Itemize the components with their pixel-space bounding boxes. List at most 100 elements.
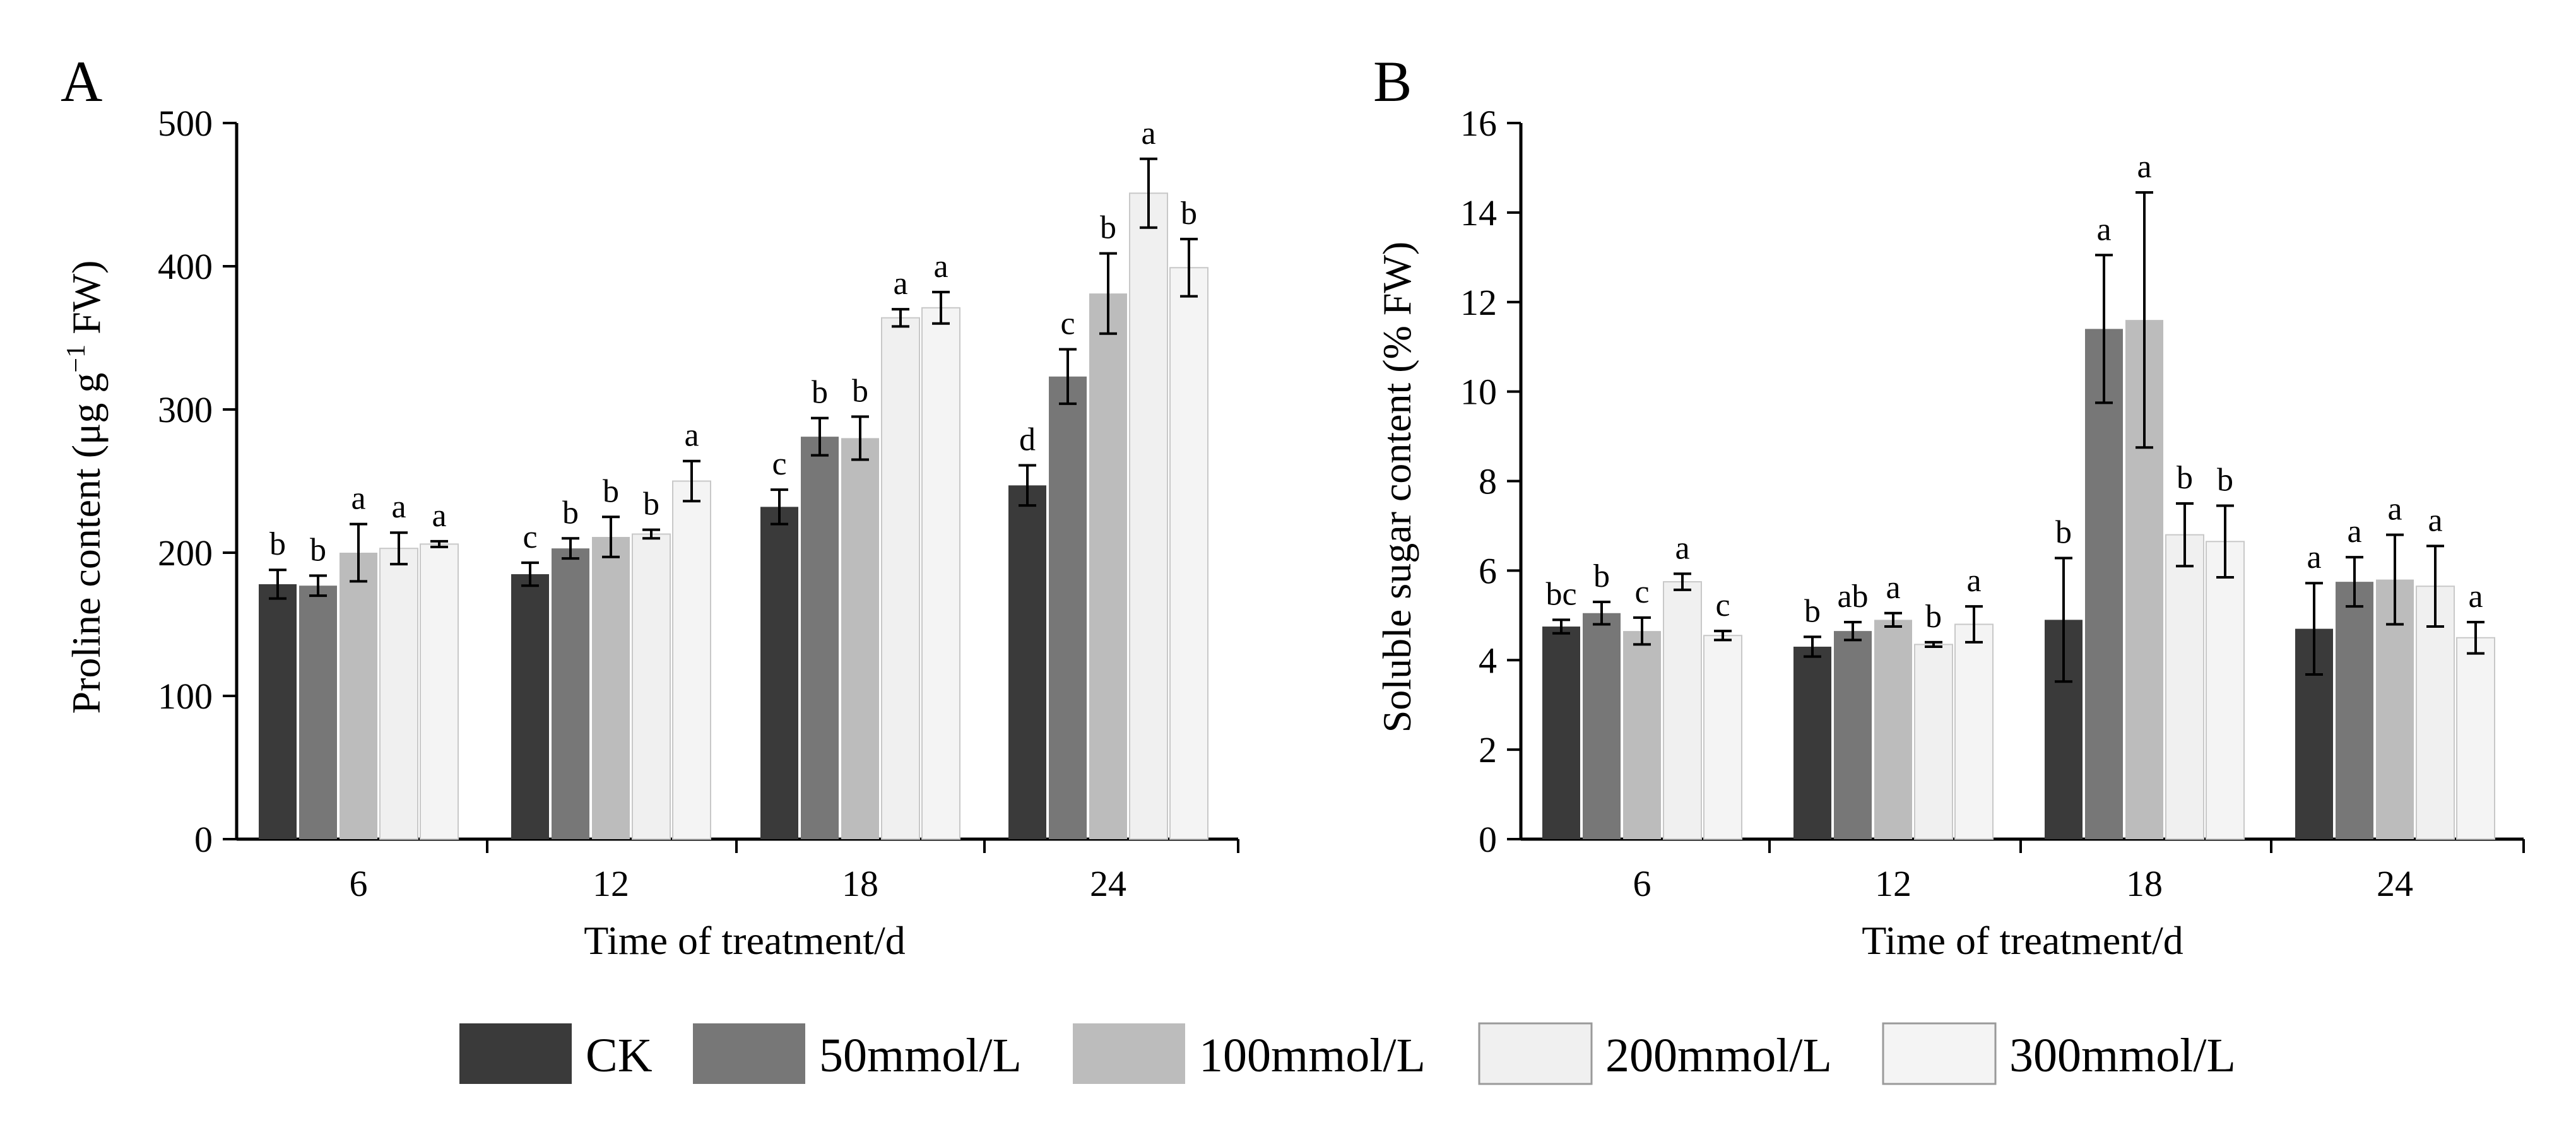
panel-a-bar [259,584,297,839]
panel-a-significance-letter: b [310,532,326,568]
panel-a-bar [1089,293,1127,839]
panel-a-significance-letter: b [812,375,828,411]
panel-b-significance-letter: a [2468,579,2483,615]
panel-b-significance-letter: b [2177,460,2193,496]
panel-b-significance-letter: b [1925,599,1942,635]
panel-a-bar [511,574,549,839]
panel-a-bar [1169,267,1208,840]
panel-b-significance-letter: a [2137,149,2151,185]
panel-a-significance-letter: a [933,249,948,285]
panel-a-significance-letter: b [1181,196,1197,232]
panel-b-y-tick-label: 4 [1479,640,1497,681]
panel-a-significance-letter: b [562,495,579,531]
panel-a-significance-letter: a [893,266,907,302]
panel-a-y-title-main: Proline content (μg g [64,373,109,714]
panel-a-bar [1008,485,1046,839]
panel-b-significance-letter: a [2347,514,2361,550]
panel-b-x-tick-label: 24 [2377,863,2413,904]
panel-a-significance-letter: c [772,446,786,482]
panel-a-y-tick-label: 0 [194,819,213,860]
panel-a-significance-letter: c [523,519,537,555]
panel-b-y-axis-title: Soluble sugar content (% FW) [1374,242,1419,733]
legend: CK 50mmol/L 100mmol/L 200mmol/L 300mmol/L [459,1022,2236,1085]
panel-b-y-tick-label: 10 [1460,372,1497,413]
panel-b-y-tick-label: 8 [1479,461,1497,502]
legend-swatch [1882,1022,1997,1085]
panel-b-y-tick-label: 14 [1460,192,1497,233]
panel-a-y-axis-title: Proline content (μg g−1 FW) [62,261,109,714]
panel-a-significance-letter: a [351,481,365,517]
panel-b-letter: B [1373,49,1412,114]
panel-b-bar [2165,534,2204,840]
panel-a-bar [801,437,839,839]
panel-a-y-title-superscript: −1 [62,344,91,373]
legend-swatch [459,1023,572,1084]
panel-a-significance-letter: a [391,489,406,525]
panel-b-bar [1954,623,1994,840]
panel-b-significance-letter: a [1966,563,1981,599]
panel-b-y-tick-label: 0 [1479,819,1497,860]
panel-a-bar [340,553,377,839]
panel-b-x-tick-label: 18 [2126,863,2163,904]
panel-a-bar [379,548,418,840]
panel-a-x-tick-label: 18 [842,863,878,904]
panel-a-y-tick-label: 400 [158,246,213,287]
panel-b-y-tick-label: 6 [1479,550,1497,591]
panel-b-y-tick-label: 16 [1460,103,1497,144]
panel-b-significance-letter: bc [1545,576,1576,612]
panel-a-significance-letter: b [269,526,286,562]
panel-b-significance-letter: c [1634,574,1649,610]
panel-a-x-axis-title: Time of treatment/d [584,918,906,963]
panel-b-x-tick-label: 12 [1875,863,1911,904]
panel-b-bar [1874,620,1912,839]
panel-b-bar [1834,631,1872,839]
panel-a-bar [632,533,671,840]
panel-a-significance-letter: b [1100,210,1116,246]
panel-a-x-tick-label: 24 [1090,863,1126,904]
panel-b-significance-letter: b [2055,515,2072,551]
panel-a-x-tick-label: 6 [350,863,368,904]
legend-swatch [1478,1022,1593,1085]
panel-a-bar [420,543,459,840]
panel-a-bar [1049,376,1087,839]
panel-a-significance-letter: c [1060,306,1075,342]
panel-b-significance-letter: b [1593,558,1610,594]
panel-b-x-axis-title: Time of treatment/d [1862,918,2183,963]
panel-b-chart: B Soluble sugar content (% FW) Time of t… [1373,49,2525,963]
legend-label: 50mmol/L [819,1029,1022,1082]
panel-a-significance-letter: b [852,373,868,409]
panel-b-y-tick-label: 2 [1479,729,1497,770]
panel-b-bar [1703,635,1742,840]
panel-b-bar [2085,329,2123,839]
panel-a-bar [1129,192,1168,840]
panel-a-letter: A [61,49,102,114]
panel-a-y-title-tail: FW) [64,261,109,344]
panel-a-chart: A Proline content (μg g−1 FW) Time of tr… [61,49,1239,963]
panel-a-bar [592,537,630,839]
panel-a-y-tick-label: 300 [158,389,213,430]
panel-b-bar [1663,581,1702,840]
panel-b-bar [1914,644,1953,840]
panel-a-y-tick-label: 200 [158,533,213,574]
panel-b-bar [1793,646,1831,839]
panel-b-bar [1583,613,1621,839]
panel-b-x-tick-label: 6 [1633,863,1651,904]
panel-a-bar [921,307,960,840]
panel-b-significance-letter: a [1675,530,1689,566]
panel-a-bar [299,586,337,839]
panel-b-y-tick-label: 12 [1460,282,1497,323]
legend-label: 300mmol/L [2009,1029,2236,1082]
panel-b-significance-letter: a [2096,211,2111,247]
panel-b-significance-letter: a [1886,570,1900,606]
panel-b-significance-letter: a [2307,539,2321,575]
panel-a-significance-letter: b [643,486,659,522]
panel-b-significance-letter: ab [1837,579,1868,615]
panel-b-bar [1623,631,1661,839]
legend-label: 200mmol/L [1605,1029,1832,1082]
panel-a-significance-letter: b [603,473,619,509]
panel-b-significance-letter: a [2387,491,2402,527]
panel-a-y-tick-label: 100 [158,676,213,717]
panel-b-significance-letter: c [1715,587,1730,623]
panel-b-bar [1542,627,1580,839]
